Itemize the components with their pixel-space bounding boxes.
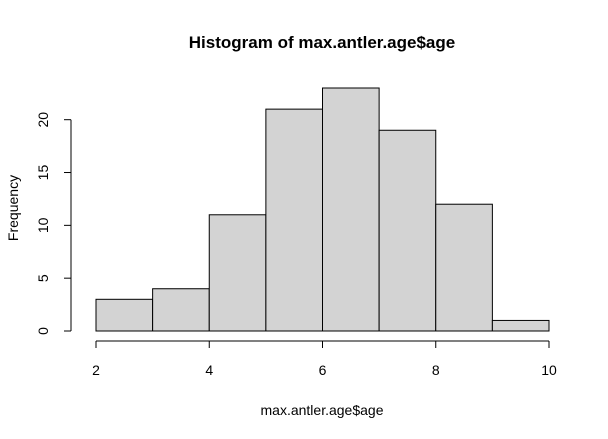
histogram-bar-8 xyxy=(491,319,550,332)
x-tick-label-10: 10 xyxy=(541,362,557,378)
y-tick-label-20: 20 xyxy=(35,112,51,128)
y-tick-label-15: 15 xyxy=(35,165,51,181)
histogram-bar-6 xyxy=(378,129,437,332)
x-tick-label-8: 8 xyxy=(432,362,440,378)
x-axis-label: max.antler.age$age xyxy=(261,402,384,418)
bars-layer xyxy=(95,87,550,332)
y-axis: 0 5 10 15 20 xyxy=(35,112,72,335)
histogram-bar-7 xyxy=(435,203,493,332)
histogram-bar-1 xyxy=(95,298,154,332)
y-axis-label: Frequency xyxy=(5,175,21,241)
y-tick-label-10: 10 xyxy=(35,217,51,233)
y-tick-label-5: 5 xyxy=(35,274,51,282)
y-tick-label-0: 0 xyxy=(35,327,51,335)
x-axis: 2 4 6 8 10 xyxy=(92,340,557,378)
histogram-bar-4 xyxy=(265,108,323,332)
histogram-bar-5 xyxy=(322,87,380,332)
x-tick-label-6: 6 xyxy=(319,362,327,378)
histogram-bar-2 xyxy=(152,288,210,332)
x-tick-label-4: 4 xyxy=(205,362,213,378)
x-tick-label-2: 2 xyxy=(92,362,100,378)
chart-title: Histogram of max.antler.age$age xyxy=(189,33,455,52)
histogram-bar-3 xyxy=(208,214,267,332)
